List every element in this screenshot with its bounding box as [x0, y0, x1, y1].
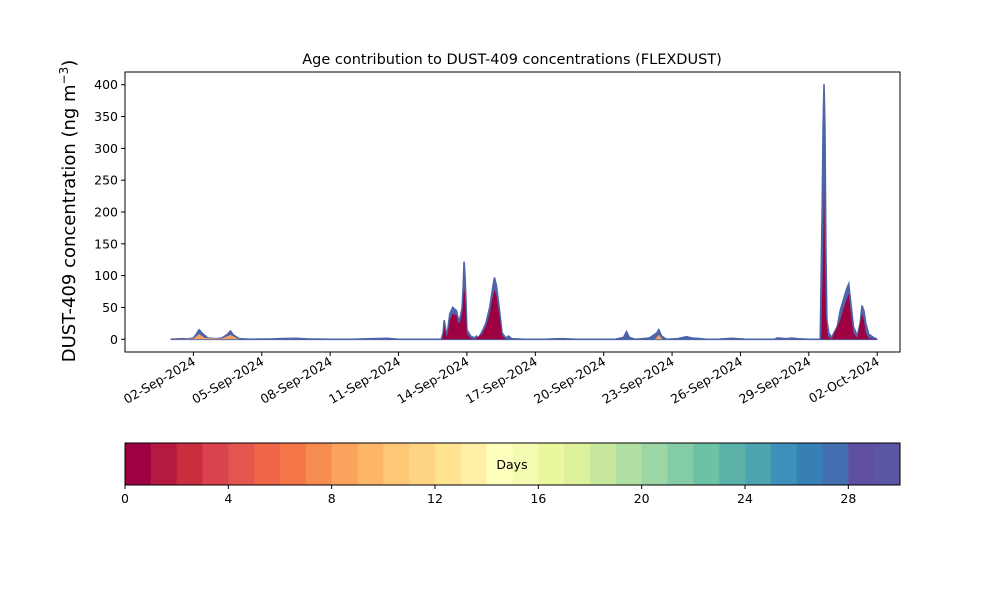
- colorbar-cell: [693, 443, 720, 485]
- colorbar-cell: [280, 443, 307, 485]
- x-tick-label: 05-Sep-2024: [189, 354, 266, 407]
- y-tick-label: 100: [94, 268, 118, 283]
- y-axis-label-main: DUST-409 concentration (ng m: [59, 84, 80, 362]
- x-tick-label: 26-Sep-2024: [668, 354, 745, 407]
- colorbar-cell: [590, 443, 617, 485]
- colorbar-cell: [512, 443, 539, 485]
- y-axis-label-close: ): [59, 60, 80, 67]
- colorbar-tick-label: 12: [427, 491, 443, 506]
- colorbar-label: Days: [496, 457, 527, 472]
- colorbar-cell: [228, 443, 255, 485]
- colorbar-cell: [874, 443, 901, 485]
- colorbar-cell: [383, 443, 410, 485]
- colorbar-cell: [822, 443, 849, 485]
- colorbar-cell: [150, 443, 178, 485]
- colorbar-cell: [745, 443, 772, 485]
- y-tick-label: 250: [94, 173, 118, 188]
- area-series-group: [170, 84, 878, 341]
- colorbar-cell: [176, 443, 203, 485]
- x-tick-label: 11-Sep-2024: [326, 354, 403, 407]
- area-series-0: [170, 84, 878, 341]
- colorbar-cell: [615, 443, 643, 485]
- colorbar-cell: [770, 443, 798, 485]
- x-tick-label: 02-Oct-2024: [806, 354, 882, 406]
- colorbar-cell: [202, 443, 229, 485]
- colorbar-tick-label: 4: [224, 491, 232, 506]
- y-ticks: 0 50 100 150 200 250 300 350 400: [94, 77, 125, 347]
- x-tick-label: 20-Sep-2024: [531, 354, 608, 407]
- plot-frame: [124, 71, 901, 353]
- main-plot: Age contribution to DUST-409 concentrati…: [57, 52, 901, 407]
- colorbar-cell: [719, 443, 746, 485]
- colorbar-tick-label: 20: [634, 491, 650, 506]
- colorbar: Days 0 4 8 12 16 20 24 28: [121, 442, 901, 506]
- x-tick-label: 14-Sep-2024: [394, 354, 471, 407]
- y-tick-label: 300: [94, 141, 118, 156]
- y-tick-label: 400: [94, 77, 118, 92]
- y-axis-label-superscript: −3: [57, 67, 71, 85]
- colorbar-cell: [796, 443, 823, 485]
- y-tick-label: 0: [110, 332, 118, 347]
- colorbar-cell: [331, 443, 358, 485]
- x-tick-label: 29-Sep-2024: [736, 354, 813, 407]
- colorbar-tick-label: 0: [121, 491, 129, 506]
- colorbar-cell: [125, 443, 152, 485]
- colorbar-cell: [254, 443, 281, 485]
- y-tick-label: 50: [102, 300, 118, 315]
- x-tick-label: 17-Sep-2024: [463, 354, 540, 407]
- x-tick-label: 08-Sep-2024: [258, 354, 335, 407]
- y-tick-label: 350: [94, 109, 118, 124]
- colorbar-cell: [486, 443, 513, 485]
- colorbar-cell: [460, 443, 488, 485]
- colorbar-ticks: 0 4 8 12 16 20 24 28: [121, 485, 856, 506]
- colorbar-tick-label: 8: [328, 491, 336, 506]
- x-tick-label: 23-Sep-2024: [600, 354, 677, 407]
- x-tick-label: 02-Sep-2024: [121, 354, 198, 407]
- colorbar-cell: [667, 443, 694, 485]
- colorbar-cell: [435, 443, 462, 485]
- colorbar-frame: [124, 442, 901, 486]
- y-axis-label: DUST-409 concentration (ng m−3): [57, 60, 80, 363]
- area-series-1: [170, 183, 878, 340]
- colorbar-tick-label: 28: [840, 491, 856, 506]
- colorbar-cells: [125, 443, 901, 485]
- colorbar-cell: [538, 443, 565, 485]
- y-tick-label: 200: [94, 205, 118, 220]
- chart-title: Age contribution to DUST-409 concentrati…: [302, 52, 722, 68]
- colorbar-cell: [641, 443, 668, 485]
- colorbar-cell: [848, 443, 875, 485]
- colorbar-cell: [564, 443, 591, 485]
- colorbar-tick-label: 24: [737, 491, 753, 506]
- colorbar-cell: [357, 443, 384, 485]
- colorbar-tick-label: 16: [530, 491, 546, 506]
- colorbar-cell: [305, 443, 333, 485]
- colorbar-cell: [409, 443, 436, 485]
- y-tick-label: 150: [94, 236, 118, 251]
- x-ticks: 02-Sep-202405-Sep-202408-Sep-202411-Sep-…: [121, 352, 882, 407]
